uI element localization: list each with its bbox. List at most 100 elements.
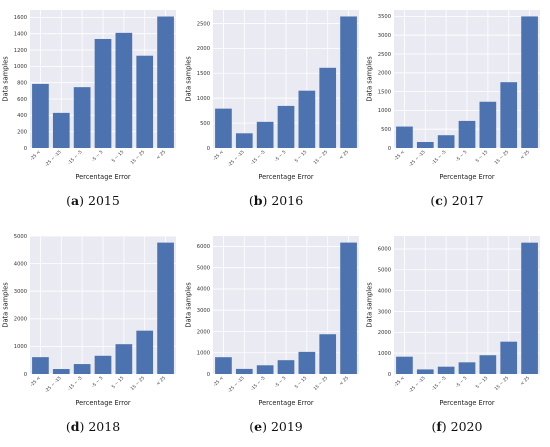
bar bbox=[94, 38, 112, 148]
y-tick-label: 3000 bbox=[197, 308, 210, 314]
x-tick-label: -15 ~ -5 bbox=[250, 149, 267, 166]
x-tick-label: -15 ~ -5 bbox=[67, 149, 84, 166]
x-tick-label: -25 < bbox=[393, 149, 406, 162]
caption-year-d: 2018 bbox=[88, 419, 121, 434]
caption-letter-d: d bbox=[70, 419, 80, 434]
y-axis-label: Data samples bbox=[2, 56, 10, 102]
x-tick-label: -25 ~ -15 bbox=[44, 149, 63, 168]
bar bbox=[136, 330, 154, 374]
caption-year-c: 2017 bbox=[451, 193, 484, 208]
caption-year-f: 2020 bbox=[450, 419, 483, 434]
y-tick-label: 2000 bbox=[197, 46, 210, 52]
x-axis-label: Percentage Error bbox=[258, 399, 314, 407]
x-tick-label: 15 ~ 25 bbox=[312, 375, 329, 392]
x-tick-label: -5 ~ 5 bbox=[455, 375, 469, 389]
bar bbox=[73, 87, 91, 148]
x-tick-label: -5 ~ 5 bbox=[91, 149, 105, 163]
bar bbox=[521, 242, 538, 374]
y-tick-label: 0 bbox=[207, 372, 210, 378]
bar bbox=[32, 83, 49, 148]
chart-d: 0 1000 2000 3000 4000 5000 -25 < -25 ~ -15 -15 ~… bbox=[2, 234, 176, 407]
y-tick-label: 1000 bbox=[14, 344, 27, 350]
x-tick-label: < 25 bbox=[519, 375, 531, 387]
bar bbox=[319, 67, 337, 148]
y-tick-label: 1500 bbox=[378, 89, 391, 95]
x-tick-label: 5 ~ 15 bbox=[111, 149, 126, 164]
x-tick-label: < 25 bbox=[155, 149, 167, 161]
bar bbox=[521, 16, 538, 149]
chart-panel-f: 0 1000 2000 3000 4000 5000 6000 -25 < -25 ~ -15-… bbox=[366, 229, 546, 447]
chart-b: 0 500 1000 1500 2000 2500 -25 < -25 ~ -15 -15 ~ … bbox=[185, 10, 359, 181]
bar bbox=[277, 105, 295, 148]
bar bbox=[115, 344, 133, 374]
bar bbox=[235, 133, 253, 148]
y-tick-label: 600 bbox=[17, 97, 27, 103]
bar bbox=[235, 368, 253, 374]
y-tick-label: 0 bbox=[388, 146, 391, 152]
bar bbox=[52, 369, 70, 374]
x-tick-label: 5 ~ 15 bbox=[111, 375, 126, 390]
y-tick-label: 6000 bbox=[378, 247, 391, 253]
bar bbox=[319, 334, 337, 374]
caption-f: (f) 2020 bbox=[431, 419, 483, 434]
bar bbox=[340, 16, 357, 149]
y-tick-label: 3000 bbox=[14, 289, 27, 295]
y-axis-label: Data samples bbox=[366, 282, 374, 328]
x-tick-label: < 25 bbox=[338, 149, 350, 161]
bar bbox=[340, 242, 357, 374]
y-tick-label: 1000 bbox=[197, 96, 210, 102]
y-tick-label: 1000 bbox=[378, 108, 391, 114]
y-tick-label: 4000 bbox=[197, 287, 210, 293]
x-tick-label: 5 ~ 15 bbox=[475, 375, 490, 390]
bar bbox=[479, 355, 497, 374]
bar bbox=[396, 356, 413, 374]
y-tick-label: 500 bbox=[200, 121, 210, 127]
bar bbox=[458, 362, 476, 374]
bar bbox=[298, 351, 316, 374]
x-tick-label: < 25 bbox=[338, 375, 350, 387]
y-tick-label: 1500 bbox=[197, 71, 210, 77]
x-tick-label: 5 ~ 15 bbox=[294, 149, 309, 164]
x-tick-label: -25 ~ -15 bbox=[408, 375, 427, 394]
y-tick-label: 2000 bbox=[378, 71, 391, 77]
x-tick-label: -5 ~ 5 bbox=[91, 375, 105, 389]
x-tick-label: 15 ~ 25 bbox=[129, 149, 146, 166]
x-tick-label: 5 ~ 15 bbox=[475, 149, 490, 164]
x-tick-label: -25 < bbox=[393, 375, 406, 388]
caption-year-e: 2019 bbox=[270, 419, 303, 434]
y-tick-label: 1000 bbox=[378, 351, 391, 357]
x-tick-label: -25 ~ -15 bbox=[408, 149, 427, 168]
caption-d: (d) 2018 bbox=[65, 419, 121, 434]
x-tick-label: -15 ~ -5 bbox=[250, 375, 267, 392]
y-tick-label: 200 bbox=[17, 129, 27, 135]
y-tick-label: 5000 bbox=[14, 234, 27, 240]
y-tick-label: 5000 bbox=[378, 268, 391, 274]
y-tick-label: 1000 bbox=[197, 351, 210, 357]
x-tick-label: -5 ~ 5 bbox=[455, 149, 469, 163]
y-tick-label: 3000 bbox=[378, 309, 391, 315]
x-tick-label: -25 ~ -15 bbox=[227, 375, 246, 394]
bar bbox=[500, 82, 518, 148]
x-tick-label: -25 < bbox=[29, 149, 42, 162]
y-tick-label: 3000 bbox=[378, 33, 391, 39]
y-tick-label: 0 bbox=[388, 372, 391, 378]
y-tick-label: 1000 bbox=[14, 64, 27, 70]
y-tick-label: 1200 bbox=[14, 48, 27, 54]
bar bbox=[479, 101, 497, 148]
bar bbox=[52, 112, 70, 148]
y-tick-label: 3500 bbox=[378, 14, 391, 20]
bar bbox=[396, 126, 413, 148]
x-axis-label: Percentage Error bbox=[75, 173, 131, 181]
y-tick-label: 2500 bbox=[197, 21, 210, 27]
x-tick-label: 15 ~ 25 bbox=[493, 375, 510, 392]
caption-b: (b) 2016 bbox=[248, 193, 304, 208]
bar bbox=[416, 369, 434, 374]
bar bbox=[298, 90, 316, 148]
bar bbox=[256, 365, 274, 374]
y-axis-label: Data samples bbox=[366, 56, 374, 102]
x-tick-label: 15 ~ 25 bbox=[493, 149, 510, 166]
y-tick-label: 800 bbox=[17, 80, 27, 86]
bar bbox=[437, 366, 455, 374]
